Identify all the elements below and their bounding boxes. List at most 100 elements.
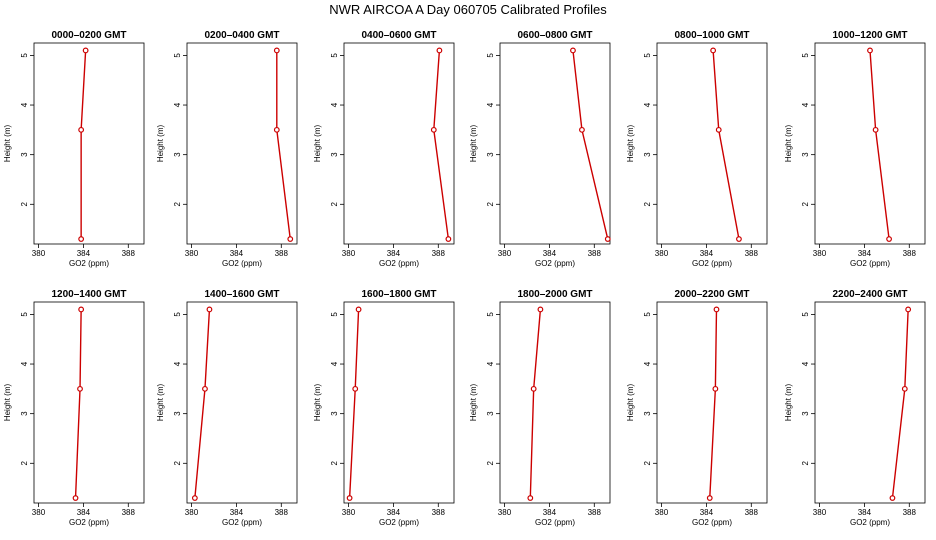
x-tick-label: 388 (432, 508, 446, 517)
y-axis-label: Height (m) (469, 124, 478, 162)
x-tick-label: 388 (588, 249, 602, 258)
data-point (352, 385, 359, 392)
y-tick-label: 4 (173, 102, 182, 107)
x-tick-label: 384 (858, 249, 872, 258)
profile-line (891, 309, 909, 499)
data-point (202, 385, 208, 392)
x-axis-label: GO2 (ppm) (692, 518, 732, 527)
figure-title: NWR AIRCOA A Day 060705 Calibrated Profi… (329, 2, 607, 17)
x-tick-label: 384 (700, 508, 714, 517)
y-axis-label: Height (m) (626, 383, 635, 421)
x-tick-label: 388 (903, 249, 917, 258)
y-tick-label: 3 (801, 411, 810, 416)
data-point (287, 236, 294, 242)
profile-panel: 0400–0600 GMT 380 384 388 2 3 4 5 GO2 (ppm) Heigh… (313, 30, 455, 268)
y-tick-label: 5 (643, 53, 652, 58)
y-tick-label: 4 (801, 361, 810, 366)
x-tick-label: 380 (655, 249, 669, 258)
profile-panel: 0000–0200 GMT 380 384 388 2 3 4 5 GO2 (ppm) Heigh… (3, 30, 145, 268)
x-axis-label: GO2 (ppm) (535, 259, 575, 268)
profile-panel: 0200–0400 GMT 380 384 388 2 3 4 5 GO2 (ppm) Heigh… (156, 30, 298, 268)
x-axis-label: GO2 (ppm) (850, 259, 890, 268)
profile-panel: 0600–0800 GMT 380 384 388 2 3 4 5 GO2 (ppm) Heigh… (469, 30, 611, 268)
data-point (530, 385, 537, 392)
x-tick-label: 388 (275, 249, 289, 258)
data-point (346, 495, 353, 501)
panel-title: 0400–0600 GMT (361, 30, 436, 41)
data-point (78, 126, 85, 133)
x-tick-label: 384 (858, 508, 872, 517)
x-tick-label: 388 (588, 508, 602, 517)
data-point (436, 47, 443, 54)
y-tick-label: 4 (330, 361, 339, 366)
y-tick-label: 5 (486, 53, 495, 58)
panel-title: 0800–1000 GMT (674, 30, 749, 41)
data-point (273, 126, 280, 133)
data-point (537, 306, 544, 313)
y-tick-label: 3 (20, 152, 29, 157)
y-tick-label: 3 (643, 152, 652, 157)
panel-title: 0600–0800 GMT (517, 30, 592, 41)
profile-line (572, 50, 609, 240)
x-axis-label: GO2 (ppm) (379, 518, 419, 527)
y-tick-label: 5 (801, 53, 810, 58)
data-point (901, 385, 908, 392)
y-tick-label: 3 (173, 411, 182, 416)
y-tick-label: 4 (330, 102, 339, 107)
y-tick-label: 2 (486, 202, 495, 207)
data-point (715, 126, 722, 133)
profile-panel: 1800–2000 GMT 380 384 388 2 3 4 5 GO2 (ppm) Heigh… (469, 289, 611, 527)
y-tick-label: 4 (20, 102, 29, 107)
y-tick-label: 2 (801, 461, 810, 466)
y-axis-label: Height (m) (469, 383, 478, 421)
x-tick-label: 380 (32, 249, 46, 258)
data-point (206, 306, 213, 313)
x-tick-label: 384 (77, 508, 91, 517)
data-point (445, 236, 452, 242)
y-axis-label: Height (m) (784, 383, 793, 421)
plot-frame (343, 42, 455, 245)
y-axis-label: Height (m) (313, 124, 322, 162)
data-point (867, 47, 873, 54)
data-point (72, 495, 79, 501)
profile-panel: 2200–2400 GMT 380 384 388 2 3 4 5 GO2 (ppm) Heigh… (784, 289, 926, 527)
y-axis-label: Height (m) (3, 383, 12, 421)
y-tick-label: 3 (486, 411, 495, 416)
y-tick-label: 3 (801, 152, 810, 157)
x-axis-label: GO2 (ppm) (222, 259, 262, 268)
panel-title: 0000–0200 GMT (51, 30, 126, 41)
data-point (905, 306, 912, 313)
x-tick-label: 380 (655, 508, 669, 517)
plot-frame (499, 301, 611, 504)
y-axis-label: Height (m) (156, 124, 165, 162)
y-tick-label: 3 (330, 152, 339, 157)
x-tick-label: 384 (543, 249, 557, 258)
y-tick-label: 2 (330, 202, 339, 207)
x-tick-label: 384 (387, 508, 401, 517)
data-point (889, 495, 896, 501)
data-point (579, 126, 585, 133)
x-tick-label: 384 (230, 249, 244, 258)
y-axis-label: Height (m) (156, 383, 165, 421)
y-tick-label: 3 (173, 152, 182, 157)
x-tick-label: 384 (230, 508, 244, 517)
data-point (712, 385, 719, 392)
x-axis-label: GO2 (ppm) (222, 518, 262, 527)
profile-line (80, 50, 87, 240)
y-tick-label: 5 (486, 312, 495, 317)
panel-title: 2200–2400 GMT (832, 289, 907, 300)
x-tick-label: 388 (432, 249, 446, 258)
y-tick-label: 4 (173, 361, 182, 366)
plot-frame (33, 42, 145, 245)
y-axis-label: Height (m) (626, 124, 635, 162)
data-point (78, 306, 85, 313)
panel-title: 1800–2000 GMT (517, 289, 592, 300)
panel-grid: 0000–0200 GMT 380 384 388 2 3 4 5 GO2 (ppm) Heigh… (3, 30, 926, 527)
profile-panel: 1000–1200 GMT 380 384 388 2 3 4 5 GO2 (ppm) Heigh… (784, 30, 926, 268)
plot-frame (186, 301, 298, 504)
data-point (430, 126, 437, 133)
plot-frame (186, 42, 298, 245)
plot-frame (343, 301, 455, 504)
profile-line (433, 50, 450, 240)
data-point (872, 126, 879, 133)
